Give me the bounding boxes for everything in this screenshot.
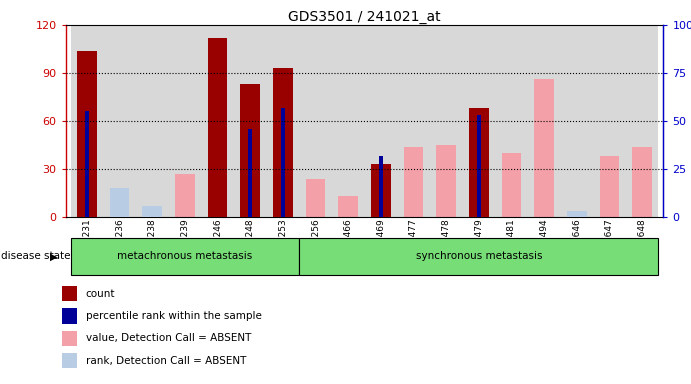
Bar <box>534 79 554 217</box>
Bar <box>430 25 462 217</box>
Bar <box>169 25 201 217</box>
Title: GDS3501 / 241021_at: GDS3501 / 241021_at <box>288 10 441 24</box>
Bar <box>502 153 521 217</box>
Bar <box>495 25 528 217</box>
Text: percentile rank within the sample: percentile rank within the sample <box>86 311 262 321</box>
Bar <box>567 210 587 217</box>
Bar <box>436 145 456 217</box>
Bar <box>477 115 480 217</box>
Bar <box>632 147 652 217</box>
Bar <box>249 129 252 217</box>
Bar <box>397 25 430 217</box>
Bar <box>208 142 227 217</box>
Bar <box>600 156 619 217</box>
Bar <box>234 25 267 217</box>
Text: metachronous metastasis: metachronous metastasis <box>117 251 252 262</box>
Bar <box>281 108 285 217</box>
Bar <box>110 195 129 217</box>
Bar <box>201 25 234 217</box>
Bar <box>379 156 383 217</box>
Bar <box>267 25 299 217</box>
Bar <box>142 206 162 217</box>
Bar <box>404 147 424 217</box>
Bar <box>208 38 227 217</box>
Bar <box>273 68 293 217</box>
Bar <box>365 25 397 217</box>
Bar <box>371 164 390 217</box>
Bar <box>175 174 195 217</box>
Bar <box>110 188 129 217</box>
Bar <box>70 25 103 217</box>
Bar <box>208 38 227 217</box>
Bar <box>240 84 260 217</box>
Bar <box>462 25 495 217</box>
Bar <box>469 108 489 217</box>
Bar <box>136 25 169 217</box>
Text: disease state: disease state <box>1 251 71 262</box>
Bar <box>305 179 325 217</box>
Text: rank, Detection Call = ABSENT: rank, Detection Call = ABSENT <box>86 356 246 366</box>
Bar <box>560 25 593 217</box>
Bar <box>626 25 659 217</box>
Bar <box>332 25 365 217</box>
Bar <box>339 196 358 217</box>
Text: value, Detection Call = ABSENT: value, Detection Call = ABSENT <box>86 333 251 343</box>
Text: count: count <box>86 289 115 299</box>
Bar <box>77 51 97 217</box>
Bar <box>103 25 136 217</box>
Bar <box>85 111 88 217</box>
Text: synchronous metastasis: synchronous metastasis <box>415 251 542 262</box>
Bar <box>593 25 626 217</box>
Bar <box>528 25 560 217</box>
Text: ▶: ▶ <box>50 251 57 262</box>
Bar <box>142 210 162 217</box>
Bar <box>299 25 332 217</box>
